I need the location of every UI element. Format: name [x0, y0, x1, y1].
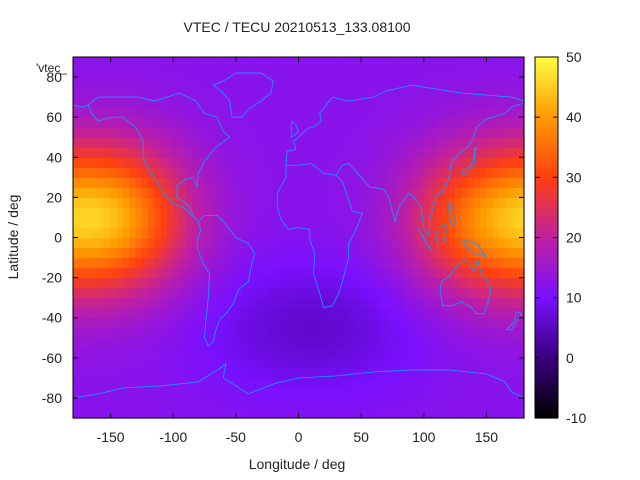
x-tick-label: 150 [475, 429, 499, 445]
x-tick-label: -50 [226, 429, 246, 445]
colorbar-tick-label: 30 [566, 169, 582, 185]
coastline [448, 200, 457, 227]
coastline [439, 257, 491, 315]
coastline [285, 84, 525, 166]
colorbar-tick-label: 50 [566, 49, 582, 65]
colorbar-tick-label: 40 [566, 109, 582, 125]
coastline [290, 120, 300, 138]
coastline [276, 162, 364, 309]
coastline [72, 104, 89, 108]
coastline [506, 311, 523, 331]
y-axis-ticks: -80 -60 -40 -20 0 20 40 60 80 [42, 69, 524, 406]
colorbar-tick-label: 0 [566, 350, 574, 366]
coastline [417, 227, 432, 250]
x-axis-ticks: -150 -100 -50 0 50 100 150 [97, 57, 499, 445]
colorbar-ticks: -10 0 10 20 30 40 50 [535, 49, 586, 426]
y-tick-label: 60 [46, 109, 62, 125]
x-tick-label: 50 [353, 429, 369, 445]
x-tick-label: 100 [412, 429, 436, 445]
coastline [460, 146, 478, 176]
y-tick-label: 20 [46, 189, 62, 205]
colorbar [534, 56, 559, 419]
y-tick-label: -80 [42, 390, 62, 406]
coastline [196, 214, 256, 347]
y-tick-label: -40 [42, 310, 62, 326]
colorbar-tick-label: 20 [566, 230, 582, 246]
colorbar-tick-label: -10 [566, 410, 586, 426]
coastline [72, 362, 525, 399]
coastline [462, 239, 487, 258]
x-tick-label: -150 [97, 429, 125, 445]
y-tick-label: 80 [46, 69, 62, 85]
legend-label: 'vtec_ [36, 61, 67, 75]
x-axis-label: Longitude / deg [249, 456, 346, 472]
coastline [212, 72, 274, 118]
heatmap-cells [73, 57, 525, 419]
x-tick-label: -100 [159, 429, 187, 445]
coastline [434, 222, 449, 244]
y-tick-label: 40 [46, 149, 62, 165]
coastlines [72, 72, 525, 399]
colorbar-tick-label: 10 [566, 290, 582, 306]
chart-title: VTEC / TECU 20210513_133.08100 [183, 19, 410, 35]
x-tick-label: 0 [295, 429, 303, 445]
y-tick-label: -20 [42, 270, 62, 286]
coastline [87, 92, 231, 222]
y-tick-label: 0 [54, 230, 62, 246]
y-tick-label: -60 [42, 350, 62, 366]
y-axis-label: Latitude / deg [5, 195, 21, 280]
coastline [335, 102, 525, 237]
